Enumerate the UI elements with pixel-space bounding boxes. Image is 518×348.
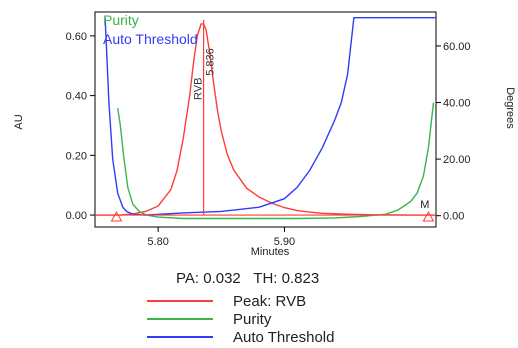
series-line-purity bbox=[117, 102, 435, 220]
y-axis-left-label: AU bbox=[13, 114, 25, 129]
bottom-legend: Peak: RVB Purity Auto Threshold bbox=[147, 292, 334, 346]
series-line-peak-rvb bbox=[95, 23, 436, 216]
y-right-tick-label-2: 40.00 bbox=[443, 98, 471, 110]
x-tick-label-0: 5.80 bbox=[147, 236, 168, 248]
y-right-tick-label-3: 60.00 bbox=[443, 41, 471, 53]
y-left-tick-label-1: 0.20 bbox=[66, 150, 87, 162]
legend-item-auto-threshold: Auto Threshold bbox=[147, 328, 334, 346]
legend-swatch-peak bbox=[147, 300, 213, 302]
y-left-tick-label-3: 0.60 bbox=[66, 31, 87, 43]
legend-label-purity: Purity bbox=[233, 310, 272, 328]
y-right-tick-label-1: 20.00 bbox=[443, 154, 471, 166]
legend-label-peak: Peak: RVB bbox=[233, 292, 307, 310]
purity-angle-value: PA: 0.032 bbox=[176, 270, 241, 287]
y-axis-right-label: Degrees bbox=[504, 87, 516, 129]
y-left-tick-label-0: 0.00 bbox=[66, 210, 87, 222]
baseline-marker-label-1: M bbox=[420, 199, 429, 211]
plot-frame bbox=[94, 11, 437, 228]
legend-swatch-purity bbox=[147, 318, 213, 320]
threshold-angle-value: TH: 0.823 bbox=[253, 270, 320, 287]
baseline-marker-0 bbox=[110, 211, 123, 222]
legend-item-purity: Purity bbox=[147, 310, 334, 328]
top-legend-auto-threshold: Auto Threshold bbox=[103, 31, 198, 47]
peak-time-label: 5.836 bbox=[205, 48, 217, 76]
peak-name-label: RVB bbox=[193, 78, 205, 100]
purity-stats: PA: 0.032 TH: 0.823 bbox=[176, 270, 319, 287]
y-left-tick-label-2: 0.40 bbox=[66, 91, 87, 103]
y-right-tick-label-0: 0.00 bbox=[443, 211, 464, 223]
legend-label-auto-threshold: Auto Threshold bbox=[233, 328, 335, 346]
legend-item-peak: Peak: RVB bbox=[147, 292, 334, 310]
series-line-auto-threshold bbox=[104, 17, 436, 216]
legend-swatch-auto-threshold bbox=[147, 336, 213, 338]
x-axis-label: Minutes bbox=[251, 246, 290, 258]
top-legend-purity: Purity bbox=[103, 12, 139, 28]
x-tick-label-1: 5.90 bbox=[274, 236, 295, 248]
baseline-marker-1 bbox=[422, 211, 435, 222]
